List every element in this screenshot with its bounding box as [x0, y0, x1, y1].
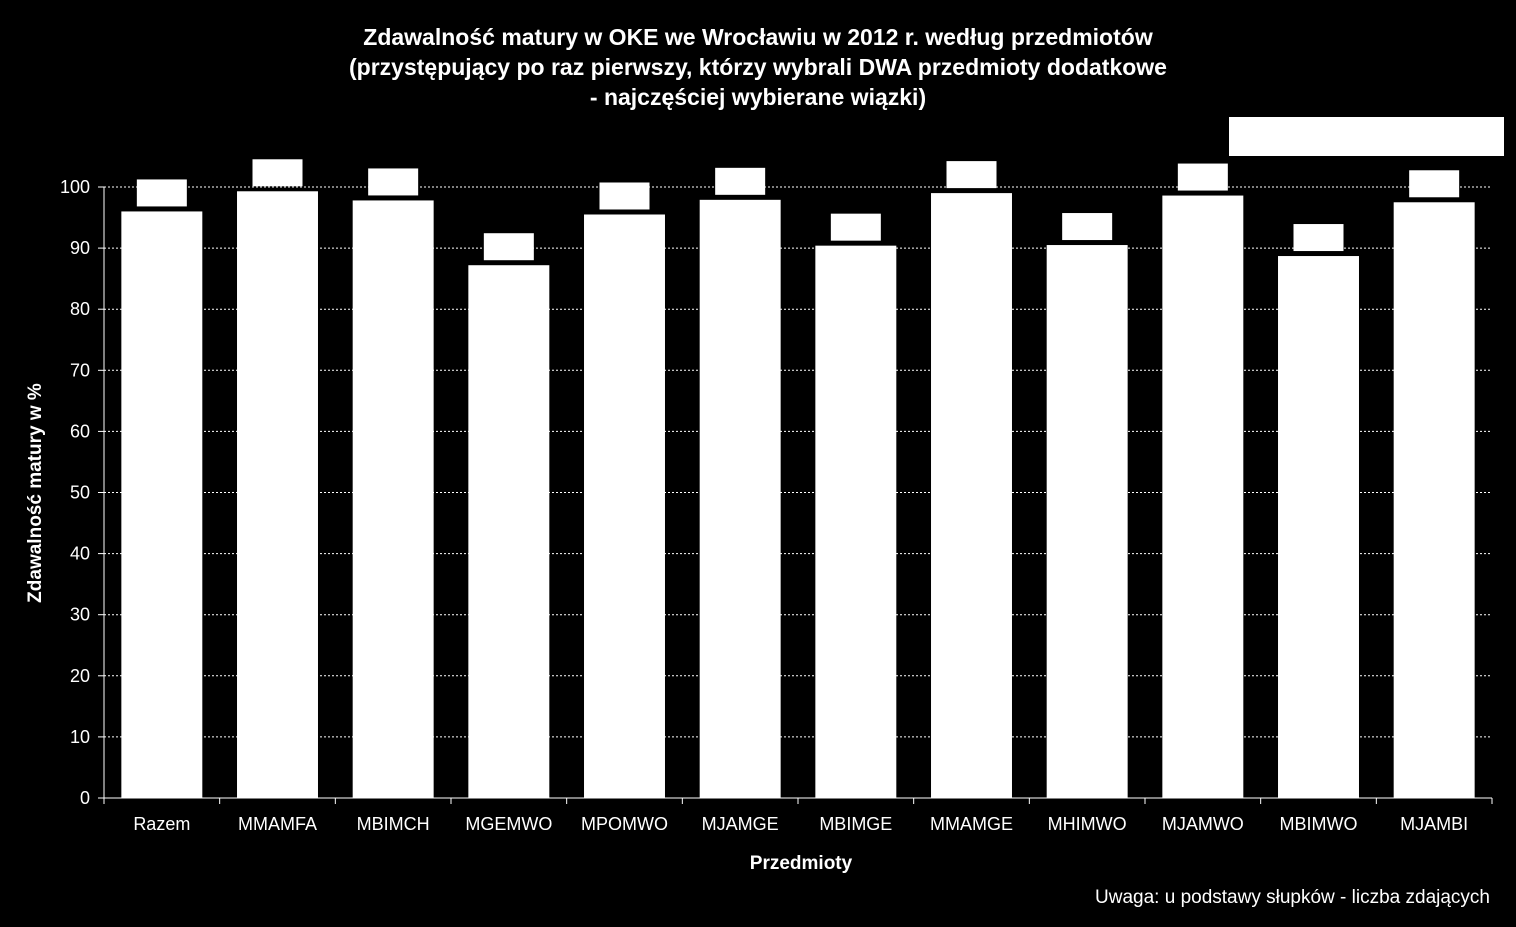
- y-tick-label: 90: [70, 238, 90, 258]
- bar-mmamge: [931, 193, 1012, 799]
- value-label-box: [830, 213, 881, 241]
- value-label-box: [1409, 170, 1460, 198]
- y-tick-label: 80: [70, 299, 90, 319]
- x-axis-ticks: Razem MMAMFA MBIMCH MGEMWO MPOMWO MJAMGE MBIMG…: [103, 798, 1493, 834]
- value-label-box: [1293, 224, 1344, 252]
- legend-box: [1229, 117, 1504, 156]
- bar-mmamfa: [237, 191, 318, 799]
- bar-mhimwo: [1046, 245, 1128, 799]
- bar-mjamwo: [1162, 195, 1244, 798]
- x-tick-label: MMAMGE: [930, 814, 1013, 834]
- value-label-box: [599, 182, 650, 210]
- x-tick-label: MPOMWO: [581, 814, 668, 834]
- bar-mjamge: [699, 199, 781, 798]
- y-tick-label: 0: [80, 788, 90, 808]
- value-label-box: [483, 233, 534, 261]
- gridlines: [104, 186, 1492, 738]
- bar-mbimge: [815, 245, 897, 798]
- x-tick-label: Razem: [133, 814, 190, 834]
- bars: [121, 191, 1475, 799]
- x-tick-label: MMAMFA: [238, 814, 317, 834]
- x-tick-label: MHIMWO: [1048, 814, 1127, 834]
- y-tick-label: 10: [70, 727, 90, 747]
- x-axis-label: Przedmioty: [750, 853, 853, 874]
- y-axis-label: Zdawalność matury w %: [25, 383, 46, 603]
- value-label-box: [368, 168, 419, 196]
- bar-mpomwo: [584, 214, 665, 798]
- x-tick-label: MBIMCH: [357, 814, 430, 834]
- y-tick-label: 20: [70, 666, 90, 686]
- value-label-box: [136, 179, 187, 207]
- y-axis-ticks: 0 10 20 30 40 50 60 70 80 90 100: [60, 177, 104, 808]
- chart-title: Zdawalność matury w OKE we Wrocławiu w 2…: [349, 24, 1167, 110]
- y-tick-label: 30: [70, 605, 90, 625]
- bar-mbimch: [352, 200, 434, 798]
- value-label-box: [715, 167, 766, 195]
- bar-mbimwo: [1278, 256, 1359, 799]
- value-label-box: [946, 161, 997, 189]
- x-tick-label: MGEMWO: [465, 814, 552, 834]
- value-label-box: [1062, 213, 1113, 241]
- x-tick-label: MBIMWO: [1280, 814, 1358, 834]
- y-tick-label: 100: [60, 177, 90, 197]
- y-tick-label: 40: [70, 544, 90, 564]
- x-tick-label: MJAMWO: [1162, 814, 1244, 834]
- x-tick-label: MJAMBI: [1400, 814, 1468, 834]
- bar-mjambi: [1393, 202, 1475, 798]
- bar-mgemwo: [468, 265, 550, 798]
- value-label-box: [1177, 163, 1228, 191]
- y-tick-label: 50: [70, 483, 90, 503]
- bar-razem: [121, 211, 203, 798]
- x-tick-label: MJAMGE: [702, 814, 779, 834]
- value-label-box: [252, 159, 303, 187]
- y-tick-label: 70: [70, 360, 90, 380]
- y-tick-label: 60: [70, 421, 90, 441]
- x-tick-label: MBIMGE: [819, 814, 892, 834]
- footnote: Uwaga: u podstawy słupków - liczba zdają…: [1095, 887, 1490, 908]
- value-label-boxes: [136, 159, 1460, 261]
